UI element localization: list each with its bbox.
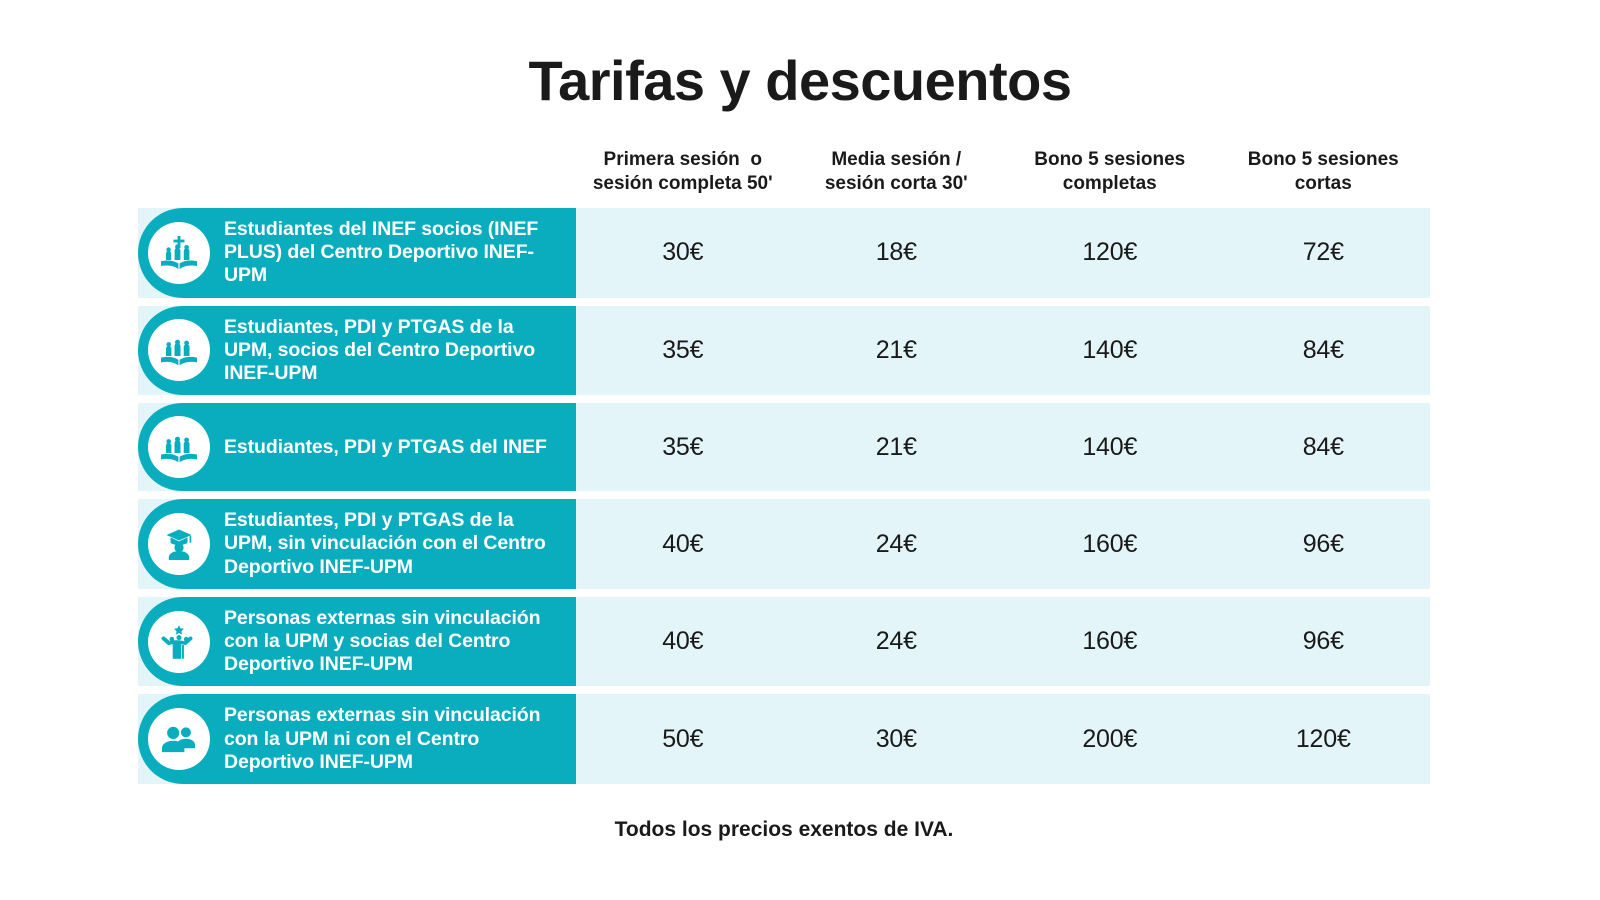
pricing-table: Primera sesión o sesión completa 50' Med…	[138, 136, 1430, 785]
price-cell: 84€	[1302, 335, 1344, 364]
price-cell: 96€	[1302, 529, 1344, 558]
group-star-icon	[148, 610, 210, 673]
students-book-icon	[148, 319, 210, 382]
row-label-text: Personas externas sin vinculación con la…	[224, 704, 541, 773]
page-title: Tarifas y descuentos	[528, 49, 1072, 112]
price-cell: 120€	[1082, 238, 1138, 267]
price-cell: 84€	[1302, 432, 1344, 461]
row-price-cells: 40€ 24€ 160€ 96€	[576, 597, 1430, 687]
price-cell: 30€	[662, 238, 704, 267]
row-price-cells: 35€ 21€ 140€ 84€	[576, 306, 1430, 396]
table-body: Estudiantes del INEF socios (INEF PLUS) …	[138, 208, 1430, 785]
price-cell: 160€	[1082, 627, 1138, 656]
row-label-text: Estudiantes, PDI y PTGAS del INEF	[224, 435, 547, 458]
table-row: Personas externas sin vinculación con la…	[138, 694, 1430, 785]
table-row: Personas externas sin vinculación con la…	[138, 596, 1430, 687]
column-header-media-sesion: Media sesión / sesión corta 30'	[824, 148, 968, 194]
table-row: Estudiantes, PDI y PTGAS de la UPM, sin …	[138, 499, 1430, 589]
column-header-bono-cortas: Bono 5 sesiones cortas	[1247, 148, 1399, 194]
row-label-text: Estudiantes, PDI y PTGAS de la UPM, sin …	[224, 509, 546, 578]
price-cell: 120€	[1295, 724, 1351, 753]
students-book-cross-icon	[148, 221, 210, 284]
price-cell: 35€	[662, 432, 704, 461]
row-label-pill: Estudiantes, PDI y PTGAS de la UPM, soci…	[138, 305, 576, 396]
row-price-cells: 30€ 18€ 120€ 72€	[576, 208, 1430, 298]
row-price-cells: 50€ 30€ 200€ 120€	[576, 694, 1430, 784]
column-header-primera-sesion: Primera sesión o sesión completa 50'	[592, 148, 773, 194]
row-label-pill: Personas externas sin vinculación con la…	[138, 694, 576, 785]
price-cell: 18€	[875, 238, 917, 267]
price-cell: 21€	[875, 335, 917, 364]
row-price-cells: 35€ 21€ 140€ 84€	[576, 403, 1430, 491]
row-label-pill: Personas externas sin vinculación con la…	[138, 596, 576, 687]
price-cell: 24€	[875, 627, 917, 656]
row-label-pill: Estudiantes, PDI y PTGAS de la UPM, sin …	[138, 499, 576, 589]
price-cell: 35€	[662, 335, 704, 364]
price-cell: 140€	[1082, 335, 1138, 364]
row-label-text: Estudiantes, PDI y PTGAS de la UPM, soci…	[224, 315, 536, 385]
price-cell: 30€	[875, 724, 917, 753]
price-cell: 160€	[1082, 529, 1138, 558]
price-cell: 72€	[1302, 238, 1344, 267]
price-cell: 140€	[1082, 432, 1138, 461]
vat-footnote: Todos los precios exentos de IVA.	[614, 818, 954, 841]
row-label-text: Estudiantes del INEF socios (INEF PLUS) …	[224, 218, 539, 287]
price-cell: 21€	[875, 432, 917, 461]
column-header-bono-completas: Bono 5 sesiones completas	[1034, 148, 1186, 194]
price-cell: 24€	[875, 529, 917, 558]
row-price-cells: 40€ 24€ 160€ 96€	[576, 499, 1430, 589]
table-header-row: Primera sesión o sesión completa 50' Med…	[138, 136, 1430, 208]
row-label-text: Personas externas sin vinculación con la…	[224, 606, 541, 676]
students-book-icon	[148, 416, 210, 479]
price-cell: 50€	[662, 724, 704, 753]
price-cell: 40€	[662, 627, 704, 656]
price-cell: 40€	[662, 529, 704, 558]
row-label-pill: Estudiantes, PDI y PTGAS del INEF	[138, 403, 576, 492]
graduate-icon	[148, 513, 210, 576]
price-cell: 200€	[1082, 724, 1138, 753]
table-row: Estudiantes, PDI y PTGAS del INEF 35€ 21…	[138, 403, 1430, 492]
table-row: Estudiantes del INEF socios (INEF PLUS) …	[138, 208, 1430, 298]
two-people-icon	[148, 708, 210, 771]
row-label-pill: Estudiantes del INEF socios (INEF PLUS) …	[138, 208, 576, 298]
price-cell: 96€	[1302, 627, 1344, 656]
table-row: Estudiantes, PDI y PTGAS de la UPM, soci…	[138, 305, 1430, 396]
